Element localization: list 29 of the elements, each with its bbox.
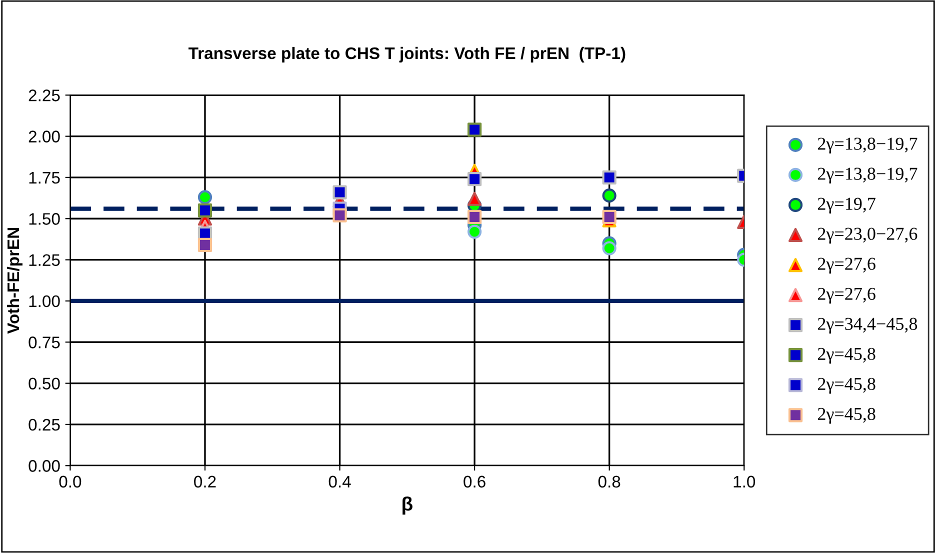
legend-label: 2γ=34,4−45,8 (818, 318, 918, 334)
y-tick-label: 0.25 (28, 418, 60, 431)
y-tick-label: 1.50 (29, 213, 60, 225)
chart-title: Transverse plate to CHS T joints: Voth FE / prEN (TP-1) (188, 46, 626, 62)
y-tick-label: 2.25 (28, 90, 60, 102)
x-tick-label: 0.6 (464, 476, 486, 488)
y-tick-label: 0.00 (28, 460, 60, 472)
y-tick-label: 0.75 (28, 336, 60, 348)
y-tick-label: 1.75 (29, 172, 60, 184)
legend-label: 2γ=13,8−19,7 (818, 138, 918, 154)
legend-label: 2γ=27,6 (818, 258, 876, 274)
x-tick-label: 0.8 (598, 476, 620, 488)
x-tick-label: 0.4 (328, 476, 351, 488)
legend-label: 2γ=45,8 (818, 378, 876, 394)
y-tick-label: 0.50 (28, 378, 60, 390)
legend-label: 2γ=45,8 (818, 348, 876, 364)
legend-label: 2γ=45,8 (818, 408, 876, 424)
legend-label: 2γ=27,6 (818, 288, 876, 304)
x-axis-title: β (402, 496, 412, 515)
y-tick-label: 2.00 (28, 130, 60, 142)
x-tick-label: 1.0 (734, 476, 756, 488)
legend-label: 2γ=13,8−19,7 (818, 168, 918, 184)
y-axis-title: Voth-FE/prEN (6, 228, 22, 334)
legend-label: 2γ=19,7 (818, 198, 876, 214)
y-tick-label: 1.25 (29, 254, 60, 266)
legend-label: 2γ=23,0−27,6 (818, 228, 918, 244)
x-tick-label: 0.0 (59, 476, 82, 488)
x-tick-label: 0.2 (194, 476, 216, 488)
y-tick-label: 1.00 (29, 295, 60, 308)
